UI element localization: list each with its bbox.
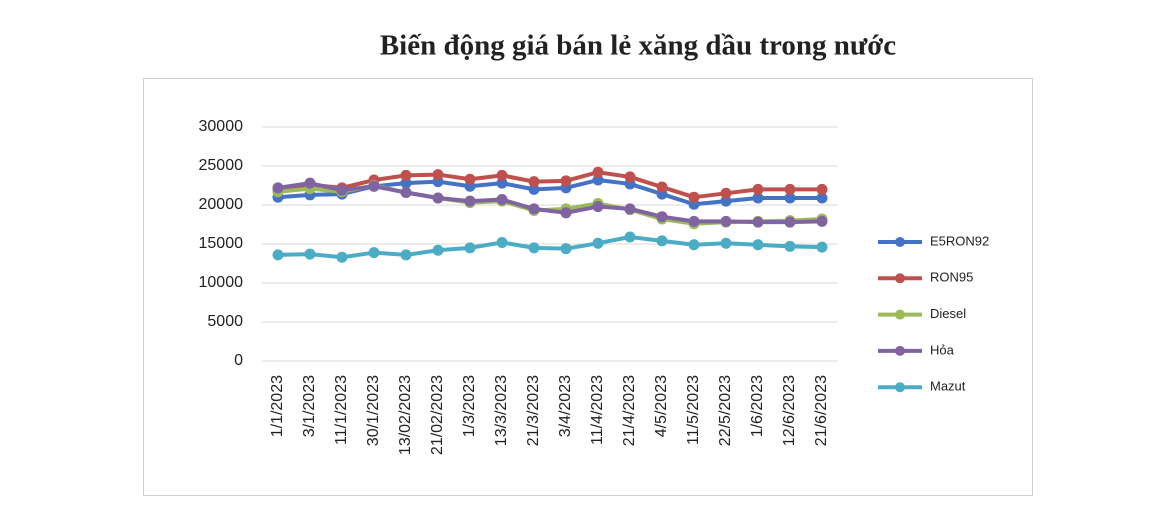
data-point (816, 192, 828, 204)
series-line (277, 234, 823, 260)
data-point (656, 181, 668, 193)
data-point (752, 183, 764, 195)
data-point (720, 237, 732, 249)
y-tick-label: 15000 (199, 235, 244, 252)
x-tick-label: 4/5/2023 (653, 375, 670, 437)
data-point (656, 211, 668, 223)
legend-marker (895, 237, 905, 247)
x-tick-label: 21/4/2023 (621, 375, 638, 446)
data-point (624, 203, 636, 215)
data-point (720, 215, 732, 227)
data-point (784, 216, 796, 228)
data-point (624, 231, 636, 243)
data-point (816, 241, 828, 253)
legend-label: Hỏa (930, 342, 955, 357)
data-point (816, 183, 828, 195)
data-point (496, 236, 508, 248)
x-tick-label: 30/1/2023 (365, 375, 382, 446)
data-point (496, 177, 508, 189)
data-point (400, 187, 412, 199)
data-point (528, 183, 540, 195)
data-point (528, 176, 540, 188)
x-tick-label: 21/02/2023 (429, 375, 446, 455)
data-point (784, 192, 796, 204)
x-tick-label: 1/1/2023 (269, 375, 286, 437)
data-point (464, 195, 476, 207)
data-point (816, 215, 828, 227)
y-tick-label: 5000 (207, 313, 243, 330)
data-point (592, 237, 604, 249)
y-tick-label: 30000 (199, 118, 244, 135)
legend-marker (895, 382, 905, 393)
x-tick-label: 1/6/2023 (749, 375, 766, 437)
data-point (560, 207, 572, 219)
data-point (592, 201, 604, 213)
data-point (272, 249, 284, 261)
data-point (656, 235, 668, 247)
data-point (720, 187, 732, 199)
x-tick-label: 12/6/2023 (781, 375, 798, 446)
x-tick-label: 21/6/2023 (813, 375, 830, 446)
data-point (752, 216, 764, 228)
legend-marker (895, 309, 905, 320)
chart-title: Biến động giá bán lẻ xăng dầu trong nước (380, 30, 897, 62)
data-point (624, 171, 636, 183)
y-tick-label: 10000 (199, 274, 244, 291)
data-point (720, 195, 732, 207)
data-point (752, 192, 764, 204)
data-point (688, 239, 700, 251)
legend-marker (895, 273, 905, 284)
data-point (304, 177, 316, 189)
x-tick-label: 11/1/2023 (333, 375, 350, 445)
x-tick-label: 13/3/2023 (493, 375, 510, 446)
x-tick-label: 21/3/2023 (525, 375, 542, 446)
legend-label: Mazut (930, 379, 966, 394)
x-tick-label: 1/3/2023 (461, 375, 478, 437)
data-point (688, 191, 700, 203)
data-point (784, 183, 796, 195)
data-point (368, 247, 380, 259)
data-point (400, 177, 412, 189)
data-point (432, 192, 444, 204)
chart-border (143, 78, 1033, 496)
data-point (688, 215, 700, 227)
data-point (560, 243, 572, 255)
x-tick-label: 3/4/2023 (557, 375, 574, 437)
y-tick-label: 25000 (199, 157, 244, 174)
data-point (368, 180, 380, 192)
data-point (432, 169, 444, 181)
y-tick-label: 20000 (199, 196, 244, 213)
data-point (464, 242, 476, 254)
x-tick-label: 13/02/2023 (397, 375, 414, 455)
data-point (464, 173, 476, 185)
x-tick-label: 22/5/2023 (717, 375, 734, 446)
data-point (592, 166, 604, 178)
data-point (496, 194, 508, 206)
data-point (304, 248, 316, 260)
data-point (400, 169, 412, 181)
data-point (432, 244, 444, 256)
data-point (496, 169, 508, 181)
data-point (752, 239, 764, 251)
data-point (560, 175, 572, 187)
legend-label: RON95 (930, 270, 973, 285)
legend-marker (895, 345, 905, 356)
data-point (272, 182, 284, 194)
data-point (784, 240, 796, 252)
series-line (277, 170, 822, 200)
data-point (528, 203, 540, 215)
x-tick-label: 3/1/2023 (301, 375, 318, 437)
data-point (528, 242, 540, 254)
x-tick-label: 11/5/2023 (685, 375, 702, 445)
data-point (336, 251, 348, 263)
data-point (592, 174, 604, 186)
y-tick-label: 0 (234, 352, 243, 369)
x-tick-label: 11/4/2023 (589, 375, 606, 445)
data-point (336, 184, 348, 196)
data-point (400, 249, 412, 261)
legend-label: E5RON92 (930, 233, 989, 248)
legend-label: Diesel (930, 306, 966, 321)
